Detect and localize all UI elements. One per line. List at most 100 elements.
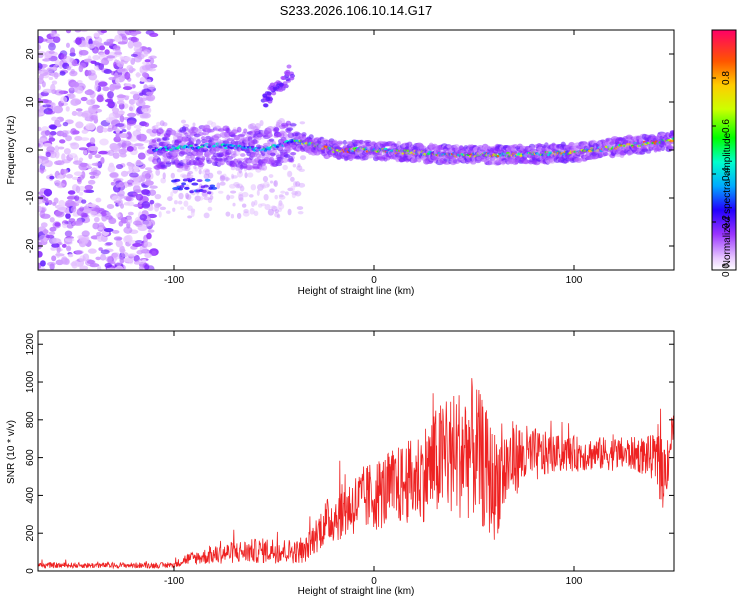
spectrogram-cell bbox=[54, 119, 61, 126]
spectrogram-cell bbox=[78, 147, 88, 151]
spectrogram-cell bbox=[286, 127, 294, 131]
spectrogram-cell bbox=[177, 187, 184, 191]
spectrogram-cell bbox=[193, 165, 197, 170]
spectrogram-cell bbox=[135, 128, 142, 132]
spectrogram-cell bbox=[133, 41, 142, 48]
spectrogram-cell bbox=[177, 200, 183, 205]
spectrogram-cell bbox=[167, 196, 173, 202]
spectrogram-cell bbox=[219, 181, 226, 186]
spectrogram-cell bbox=[267, 208, 275, 216]
spectrogram-cell bbox=[660, 145, 666, 152]
spectrogram-cell bbox=[670, 139, 674, 142]
spectrogram-cell bbox=[48, 76, 54, 81]
spectrogram-cell bbox=[133, 124, 143, 129]
spectrogram-ytick-label: -10 bbox=[25, 190, 36, 205]
spectrogram-cell bbox=[79, 62, 87, 69]
spectrogram-cell bbox=[292, 163, 297, 168]
spectrogram-cell bbox=[210, 186, 218, 190]
spectrogram-cell bbox=[181, 182, 187, 186]
spectrogram-cell bbox=[60, 257, 70, 265]
spectrogram-cell bbox=[290, 151, 297, 156]
spectrogram-cell bbox=[301, 132, 307, 137]
spectrogram-cell bbox=[162, 137, 170, 141]
spectrogram-cell bbox=[196, 179, 203, 183]
spectrogram-cell bbox=[297, 210, 304, 215]
spectrogram-cell bbox=[141, 65, 151, 71]
spectrogram-cell bbox=[71, 59, 78, 67]
spectrogram-cell bbox=[51, 80, 58, 85]
spectrogram-cell bbox=[287, 208, 292, 216]
spectrogram-cell bbox=[42, 104, 52, 108]
spectrogram-cell bbox=[286, 64, 292, 69]
spectrogram-cell bbox=[54, 145, 60, 153]
spectrogram-cell bbox=[86, 99, 96, 106]
spectrogram-cell bbox=[128, 163, 133, 171]
spectrogram-cell bbox=[40, 130, 50, 137]
spectrogram-cell bbox=[413, 158, 418, 163]
spectrogram-cell bbox=[92, 169, 101, 177]
spectrogram-cell bbox=[342, 139, 347, 145]
spectrogram-cell bbox=[257, 203, 263, 208]
spectrogram-cell bbox=[149, 55, 157, 59]
spectrogram-cell bbox=[289, 76, 295, 81]
spectrogram-cell bbox=[84, 184, 94, 190]
spectrogram-cell bbox=[141, 105, 151, 109]
spectrogram-cell bbox=[228, 148, 233, 154]
spectrogram-cell bbox=[106, 103, 115, 107]
spectrogram-cell bbox=[53, 197, 59, 204]
spectrogram-cell bbox=[115, 131, 121, 140]
spectrogram-cell bbox=[93, 216, 100, 223]
spectrogram-cell bbox=[49, 226, 57, 232]
spectrogram-cell bbox=[61, 243, 67, 248]
spectrogram-cell bbox=[208, 128, 215, 133]
spectrogram-cell bbox=[137, 146, 145, 150]
spectrogram-cell bbox=[116, 100, 125, 105]
spectrogram-cell bbox=[38, 158, 43, 164]
spectrogram-cell bbox=[88, 145, 99, 152]
spectrogram-cell bbox=[259, 183, 265, 188]
spectrogram-cell bbox=[93, 32, 100, 38]
spectrogram-cell bbox=[40, 98, 49, 104]
spectrogram-cell bbox=[250, 153, 257, 158]
spectrogram-ytick-label: 20 bbox=[25, 48, 36, 60]
snr-xtick-label: 0 bbox=[371, 576, 377, 587]
spectrogram-cell bbox=[107, 90, 114, 99]
spectrogram-cell bbox=[127, 40, 134, 49]
spectrogram-cell bbox=[195, 139, 201, 145]
spectrogram-cell bbox=[65, 199, 75, 207]
spectrogram-cell bbox=[70, 81, 80, 88]
spectrogram-cell bbox=[207, 191, 212, 195]
spectrogram-cell bbox=[79, 137, 90, 141]
snr-ytick-label: 1200 bbox=[25, 333, 36, 356]
colorbar-tick-label: 0.4 bbox=[721, 167, 732, 181]
colorbar: 0.0 0.2 0.4 0.6 0.8 Normalized spectral ampl… bbox=[711, 29, 737, 277]
spectrogram-cell bbox=[86, 203, 97, 208]
spectrogram-cell bbox=[285, 120, 292, 126]
spectrogram-cell bbox=[144, 237, 149, 245]
spectrogram-cell bbox=[100, 59, 105, 65]
spectrogram-cell bbox=[154, 194, 162, 200]
spectrogram-cell bbox=[75, 121, 84, 129]
snr-ytick-label: 200 bbox=[25, 524, 36, 541]
spectrogram-cell bbox=[94, 154, 102, 159]
spectrogram-cell bbox=[139, 97, 148, 102]
spectrogram-cell bbox=[159, 206, 167, 211]
spectrogram-cell bbox=[39, 166, 45, 174]
spectrogram-cell bbox=[53, 180, 61, 186]
spectrogram-cell bbox=[133, 165, 139, 173]
spectrogram-cell bbox=[46, 146, 55, 153]
spectrogram-cell bbox=[216, 182, 221, 189]
spectrogram-cell bbox=[118, 148, 127, 155]
spectrogram-cell bbox=[263, 103, 269, 108]
spectrogram-cell bbox=[155, 121, 161, 127]
spectrogram-cell bbox=[121, 252, 129, 258]
spectrogram-cell bbox=[55, 251, 61, 259]
spectrogram-cell bbox=[78, 49, 89, 56]
spectrogram-cell bbox=[104, 98, 113, 103]
spectrogram-cell bbox=[205, 135, 211, 140]
spectrogram-cell bbox=[274, 209, 280, 214]
spectrogram-cell bbox=[250, 184, 257, 191]
spectrogram-cell bbox=[261, 164, 268, 171]
